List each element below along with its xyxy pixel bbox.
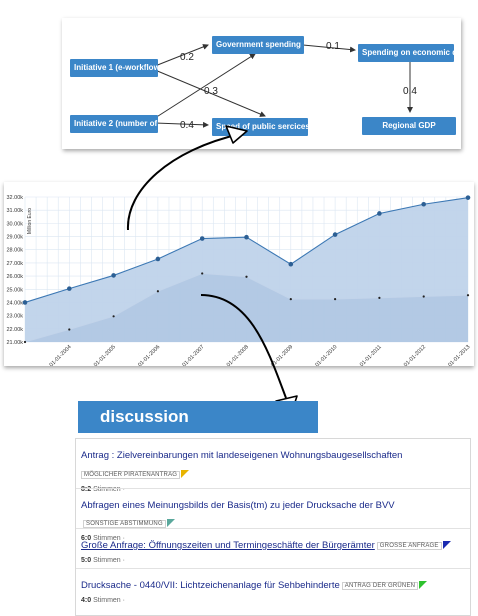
flag-icon — [181, 470, 190, 478]
node-government-spending[interactable]: Government spending — [212, 36, 304, 54]
node-speed-public-services[interactable]: Speed of public sercices — [212, 118, 308, 136]
edge-label-econ-gdp: 0.4 — [403, 86, 417, 97]
series-1-point — [465, 195, 471, 200]
node-initiative-1[interactable]: Initiative 1 (e-workflow — [70, 59, 158, 77]
series-2-point — [289, 298, 292, 301]
series-2-point — [112, 315, 115, 318]
y-tick-label: 24.00k — [6, 300, 23, 306]
diagram-edges — [154, 44, 413, 128]
series-2-point — [201, 272, 204, 275]
edge-init1-gov — [154, 44, 209, 67]
series-1-point — [111, 273, 116, 278]
edge-label-gov-econ: 0.1 — [326, 41, 340, 52]
vote-count: 8:2 Stimmen · — [81, 486, 125, 493]
series-1-point — [288, 261, 294, 267]
series-1-point — [377, 211, 382, 216]
series-1-point — [155, 256, 161, 262]
series-2-point — [156, 290, 159, 293]
list-item[interactable]: Drucksache - 0440/VII: Lichtzeichenanlag… — [76, 575, 470, 604]
y-tick-label: 21.00k — [6, 340, 23, 346]
category-tag: GROSSE ANFRAGE — [376, 542, 442, 550]
y-tick-label: 26.00k — [6, 274, 23, 280]
node-initiative-2[interactable]: Initiative 2 (number of — [70, 115, 158, 133]
divider — [76, 568, 470, 569]
discussion-list: Antrag : Zielvereinbarungen mit landesei… — [75, 438, 471, 616]
y-tick-label: 23.00k — [6, 314, 23, 320]
series-2-point — [334, 298, 337, 301]
x-tick-label: 01-01-2010 — [314, 344, 338, 366]
series-2-point — [68, 328, 71, 331]
vote-count: 5:0 Stimmen · — [81, 557, 125, 564]
series-1-point — [421, 201, 427, 207]
edge-label-init1-gov: 0.2 — [180, 52, 194, 63]
discussion-header: discussion — [78, 401, 318, 433]
y-tick-label: 30.00k — [6, 221, 23, 227]
edge-init2-gov — [154, 53, 256, 119]
y-tick-label: 27.00k — [6, 261, 23, 267]
category-tag: SONSTIGE ABSTIMMUNG — [83, 520, 166, 528]
series-1-point — [67, 286, 72, 291]
category-tag: ANTRAG DER GRÜNEN — [341, 582, 419, 590]
series-1-point — [332, 232, 338, 237]
divider — [76, 488, 470, 489]
list-item[interactable]: Große Anfrage: Öffnungszeiten und Termin… — [76, 535, 470, 564]
series-1-point — [244, 234, 249, 240]
vote-count: 6:0 Stimmen · — [81, 535, 125, 542]
y-axis-label: Million Euro — [27, 208, 33, 234]
x-tick-label: 01-01-2006 — [137, 344, 161, 366]
discussion-title[interactable]: Drucksache - 0440/VII: Lichtzeichenanlag… — [81, 580, 340, 591]
x-tick-label: 01-01-2013 — [447, 344, 471, 366]
flag-icon — [442, 541, 451, 549]
divider — [76, 528, 470, 529]
x-tick-label: 01-01-2008 — [226, 344, 250, 366]
y-tick-label: 32.00k — [6, 195, 23, 201]
y-tick-label: 22.00k — [6, 327, 23, 333]
node-spending-economic-dev[interactable]: Spending on economic dev — [358, 44, 454, 62]
x-tick-label: 01-01-2007 — [181, 344, 205, 366]
y-tick-label: 25.00k — [6, 287, 23, 293]
series-2-point — [378, 296, 381, 299]
series-1-point — [22, 300, 28, 305]
flag-icon — [419, 581, 428, 589]
series-2-point — [245, 275, 248, 278]
discussion-title[interactable]: Abfragen eines Meinungsbilds der Basis(t… — [81, 500, 395, 511]
series-1-point — [199, 236, 205, 241]
series-2-point — [466, 294, 470, 297]
chart-canvas: 21.00k 22.00k 23.00k 24.00k 25.00k 26.00k 27.0… — [6, 195, 471, 368]
x-tick-label: 01-01-2011 — [359, 344, 383, 366]
edge-init1-speed — [154, 69, 266, 117]
flag-icon — [166, 519, 175, 527]
x-tick-label: 01-01-2005 — [93, 344, 117, 366]
edge-gov-econ — [302, 44, 356, 53]
edge-label-init2-speed: 0.4 — [180, 120, 194, 131]
discussion-title[interactable]: Große Anfrage: Öffnungszeiten und Termin… — [81, 540, 375, 551]
edge-init2-speed — [154, 121, 209, 128]
node-regional-gdp[interactable]: Regional GDP — [362, 117, 456, 135]
series-2-point — [422, 295, 425, 298]
list-item[interactable]: Antrag : Zielvereinbarungen mit landesei… — [76, 445, 470, 493]
list-item[interactable]: Abfragen eines Meinungsbilds der Basis(t… — [76, 495, 470, 542]
x-tick-label: 01-01-2004 — [49, 344, 73, 366]
area-chart: 21.00k 22.00k 23.00k 24.00k 25.00k 26.00k 27.0… — [4, 182, 474, 368]
series-2-point — [23, 340, 27, 344]
influence-diagram: Initiative 1 (e-workflow Government spen… — [62, 18, 461, 149]
y-tick-label: 28.00k — [6, 248, 23, 254]
edge-label-init-speed: 0.3 — [204, 86, 218, 97]
y-tick-label: 31.00k — [6, 208, 23, 214]
category-tag: MÖGLICHER PIRATENANTRAG — [81, 471, 181, 479]
discussion-title[interactable]: Antrag : Zielvereinbarungen mit landesei… — [81, 450, 403, 461]
y-tick-label: 29.00k — [6, 235, 23, 241]
x-tick-label: 01-01-2012 — [403, 344, 427, 366]
vote-count: 4:0 Stimmen · — [81, 597, 125, 604]
x-tick-label: 01-01-2009 — [270, 344, 294, 366]
